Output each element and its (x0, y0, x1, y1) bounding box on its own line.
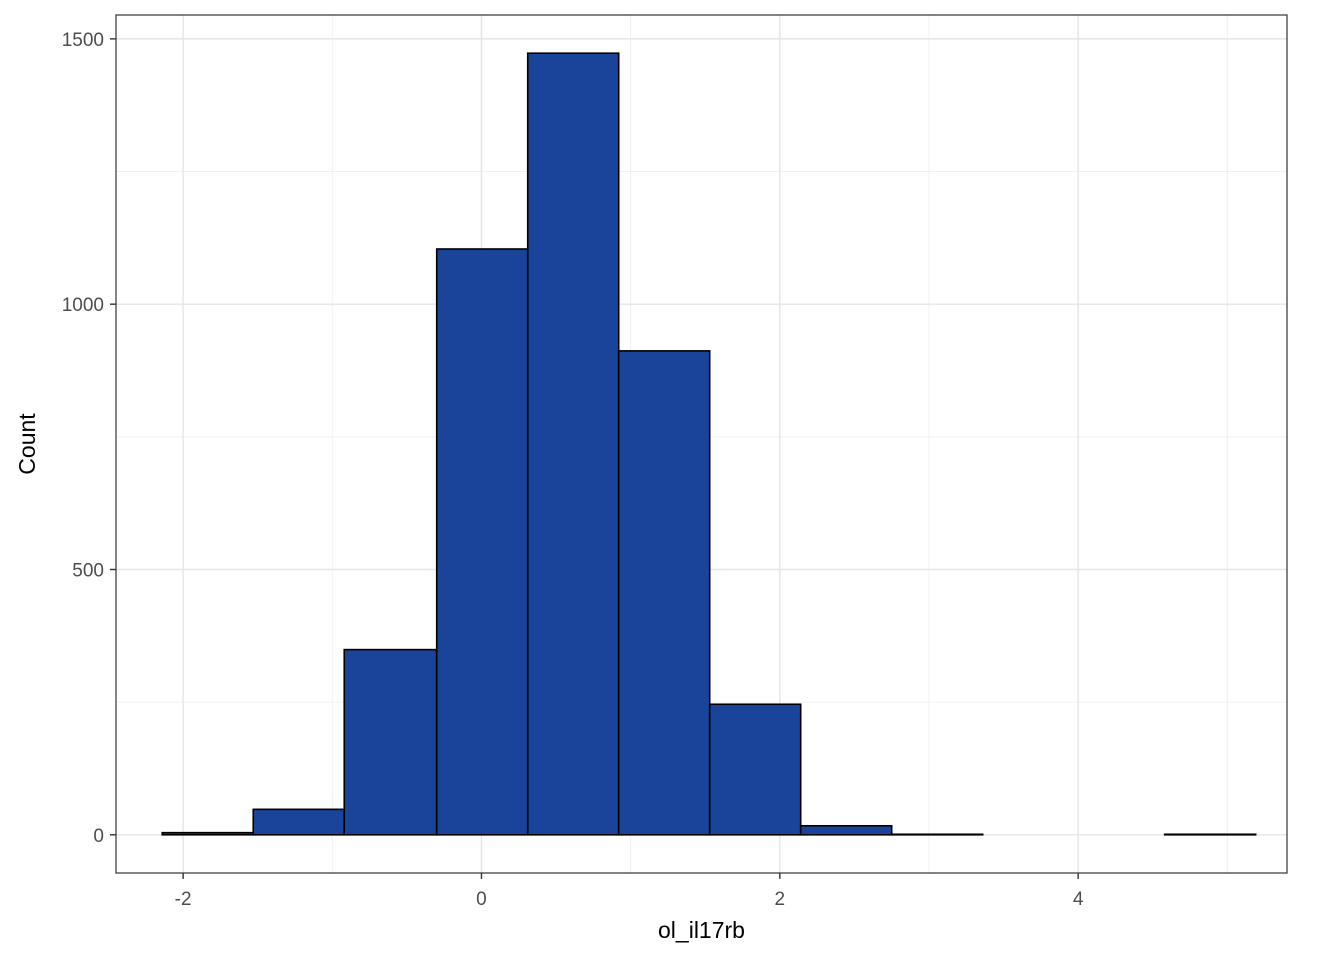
histogram-bar (799, 824, 893, 836)
histogram-bars (161, 52, 1257, 836)
x-axis-title: ol_il17rb (658, 917, 745, 943)
histogram-bar (890, 833, 984, 836)
y-axis-ticks: 0 500 1000 1500 (62, 30, 116, 847)
x-axis-ticks: -2 0 2 4 (175, 873, 1084, 910)
y-tick-label: 0 (93, 826, 104, 847)
x-tick-label: 0 (476, 889, 487, 910)
y-axis-title: Count (14, 413, 40, 475)
histogram-bar (435, 248, 529, 836)
histogram-bar (1163, 833, 1257, 836)
histogram-bar (161, 831, 255, 836)
histogram-bar (617, 350, 711, 836)
histogram-bar (252, 808, 346, 836)
histogram-bar (526, 52, 620, 836)
y-tick-label: 500 (72, 560, 104, 581)
x-tick-label: -2 (175, 889, 192, 910)
histogram-bar (708, 703, 802, 836)
y-tick-label: 1500 (62, 30, 104, 51)
y-tick-label: 1000 (62, 295, 104, 316)
x-tick-label: 4 (1073, 889, 1084, 910)
x-tick-label: 2 (775, 889, 786, 910)
plot-panel-border (115, 14, 1288, 874)
histogram-bar (343, 648, 438, 836)
